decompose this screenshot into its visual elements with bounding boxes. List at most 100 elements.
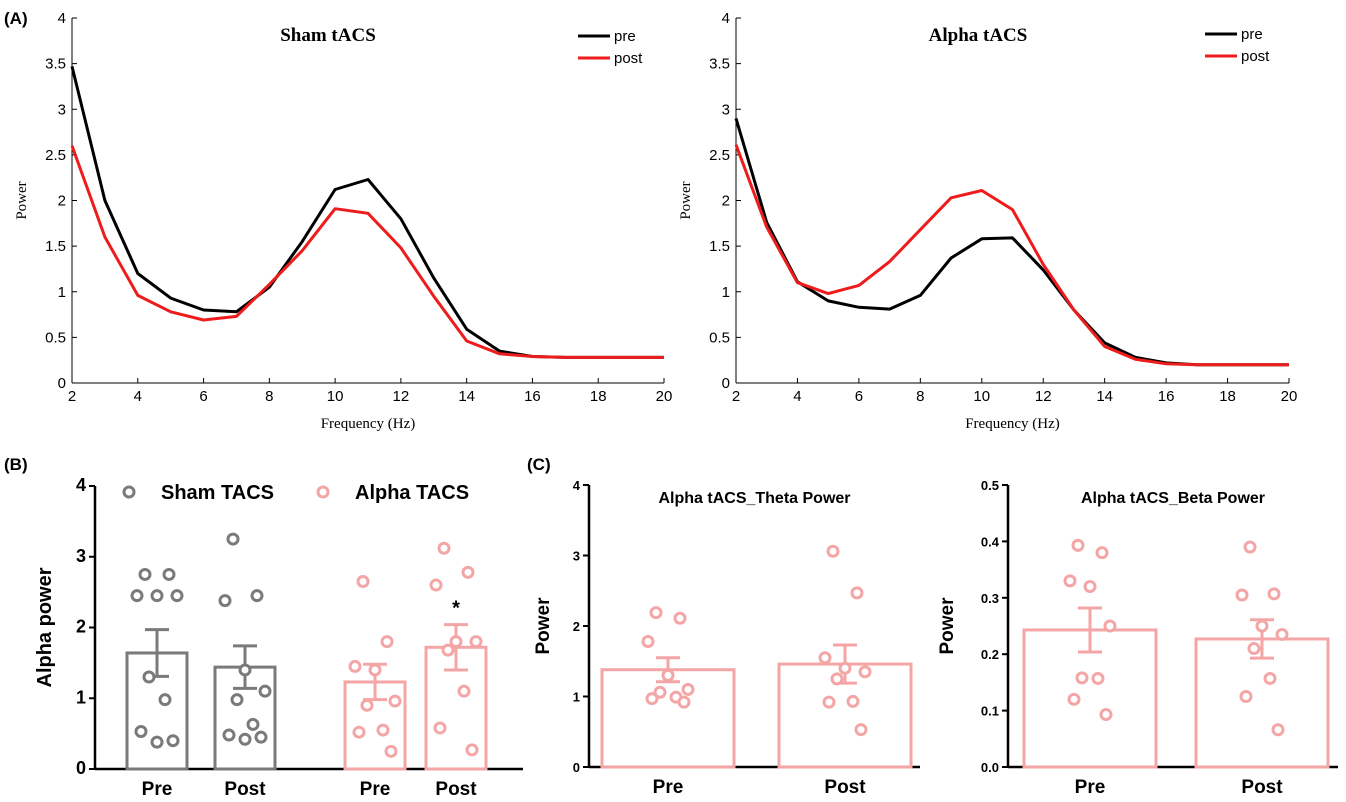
series-line-post — [734, 144, 1289, 367]
y-tick-label: 3 — [722, 101, 730, 118]
data-point — [822, 695, 836, 709]
y-tick-label: 4 — [722, 10, 730, 27]
data-point — [1271, 723, 1285, 737]
x-tick-label: 14 — [458, 388, 475, 405]
data-point — [388, 694, 402, 708]
x-tick-label: 8 — [916, 388, 924, 405]
data-point — [846, 694, 860, 708]
x-axis-label: Frequency (Hz) — [965, 416, 1060, 432]
data-point — [1063, 574, 1077, 588]
data-point — [238, 732, 252, 746]
x-tick-label: 8 — [265, 388, 273, 405]
data-point — [162, 567, 176, 581]
bar — [600, 668, 736, 769]
y-tick-label: 3 — [573, 549, 580, 564]
y-tick-label: 0.4 — [981, 534, 1000, 549]
x-tick-label: 20 — [1281, 388, 1298, 405]
data-point — [818, 651, 832, 665]
data-point — [1243, 540, 1257, 554]
y-tick-label: 1 — [573, 690, 580, 705]
data-point — [433, 721, 447, 735]
x-tick-label: 14 — [1096, 388, 1113, 405]
x-tick-label: 10 — [327, 388, 344, 405]
data-point — [1247, 642, 1261, 656]
data-point — [352, 725, 366, 739]
x-tick-label: Pre — [653, 777, 684, 798]
data-point — [1091, 671, 1105, 685]
chart-title: Alpha tACS_Beta Power — [1081, 490, 1265, 507]
x-tick-label: 6 — [199, 388, 207, 405]
x-tick-label: 10 — [973, 388, 990, 405]
y-tick-label: 2 — [58, 193, 66, 210]
x-tick-label: Pre — [1075, 777, 1106, 798]
y-tick-label: 3.5 — [709, 56, 730, 73]
data-point — [1071, 538, 1085, 552]
data-point — [858, 665, 872, 679]
data-point — [356, 575, 370, 589]
data-point — [380, 635, 394, 649]
data-point — [1083, 580, 1097, 594]
y-axis-label: Power — [937, 597, 958, 655]
y-tick-label: 2 — [76, 617, 86, 637]
alpha-power-bar-chart: 0 1 2 3 4 Alpha power Pre Post Pre * Post Sham TACS… — [34, 475, 523, 800]
data-point — [138, 567, 152, 581]
data-point — [653, 685, 667, 699]
data-point — [1263, 671, 1277, 685]
y-tick-label: 2.5 — [45, 147, 66, 164]
data-point — [218, 594, 232, 608]
data-point — [1099, 708, 1113, 722]
data-point — [246, 717, 260, 731]
data-point — [384, 744, 398, 758]
data-point — [238, 663, 252, 677]
legend-label: Alpha TACS — [355, 482, 469, 504]
data-point — [158, 693, 172, 707]
y-axis-label: Power — [678, 181, 694, 219]
data-point — [641, 635, 655, 649]
data-point — [1239, 690, 1253, 703]
panel-label-c: (C) — [527, 455, 551, 474]
data-point — [677, 695, 691, 709]
data-point — [230, 693, 244, 707]
data-point — [1067, 692, 1081, 706]
y-tick-label: 1.5 — [709, 238, 730, 255]
x-tick-label: 16 — [524, 388, 541, 405]
data-point — [368, 663, 382, 677]
y-axis-label: Power — [14, 181, 30, 219]
data-point — [449, 635, 463, 649]
data-point — [222, 728, 236, 742]
series-line-pre — [734, 117, 1289, 367]
y-tick-label: 1 — [58, 284, 66, 301]
y-tick-label: 2 — [573, 619, 580, 634]
series-line-post — [70, 145, 664, 359]
legend-marker — [316, 485, 330, 499]
y-tick-label: 0.5 — [981, 478, 999, 493]
y-tick-label: 0 — [58, 375, 66, 392]
legend-label-pre: pre — [614, 28, 636, 45]
y-tick-label: 0 — [722, 375, 730, 392]
alpha-line-chart: 2 4 6 8 10 12 14 16 18 20 0 0.5 1 1.5 2 2.5 3 3.5 4 Frequen… — [678, 10, 1297, 432]
data-point — [437, 541, 451, 555]
data-point — [250, 589, 264, 603]
data-point — [1235, 588, 1249, 602]
panel-label-b: (B) — [4, 455, 28, 474]
data-point — [429, 578, 443, 592]
y-tick-label: 0.5 — [709, 329, 730, 346]
data-point — [150, 589, 164, 603]
y-tick-label: 2 — [722, 193, 730, 210]
data-point — [142, 670, 156, 684]
data-point — [166, 734, 180, 748]
y-tick-label: 4 — [573, 478, 581, 493]
x-tick-label: Post — [824, 777, 866, 798]
data-point — [469, 635, 483, 649]
x-tick-label: 16 — [1158, 388, 1175, 405]
chart-title: Sham tACS — [280, 25, 376, 46]
x-tick-label: 2 — [732, 388, 740, 405]
y-tick-label: 0 — [76, 758, 86, 778]
data-point — [645, 692, 659, 706]
x-tick-label: Pre — [360, 779, 391, 800]
data-point — [1075, 671, 1089, 685]
y-tick-label: 4 — [76, 475, 86, 495]
y-tick-label: 1 — [722, 284, 730, 301]
data-point — [441, 643, 455, 657]
data-point — [348, 659, 362, 673]
